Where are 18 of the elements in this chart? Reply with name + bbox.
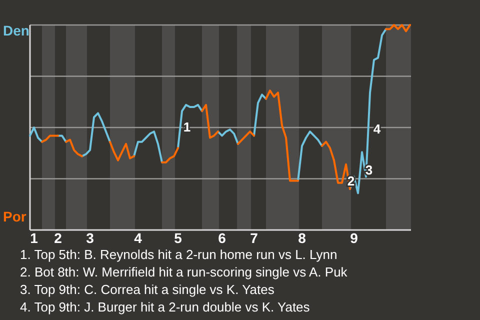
text: 2. Bot 8th: W. Merrifield hit a run-scoring single vs A. Puk [20,264,348,280]
x-tick-label: 6 [218,230,226,246]
text: Den [3,22,30,39]
x-tick-label: 8 [298,230,306,246]
text: 1. Top 5th: B. Reynolds hit a 2-run home run vs L. Lynn [20,247,338,262]
text: Por [3,208,27,225]
annotation: 2 [347,173,355,188]
x-tick-label: 3 [86,230,94,246]
text: 4. Top 9th: J. Burger hit a 2-run double vs K. Yates [20,300,310,314]
x-tick-label: 1 [30,230,38,246]
x-tick-label: 2 [54,230,62,246]
text: 3. Top 9th: C. Correa hit a single vs K. Yates [20,282,275,297]
annotation: 4 [373,121,382,136]
x-tick-label: 7 [250,230,258,246]
x-tick-label: 5 [174,230,182,246]
x-tick-label: 9 [350,230,358,246]
annotation: 1 [183,119,191,134]
x-tick-label: 4 [134,230,142,246]
